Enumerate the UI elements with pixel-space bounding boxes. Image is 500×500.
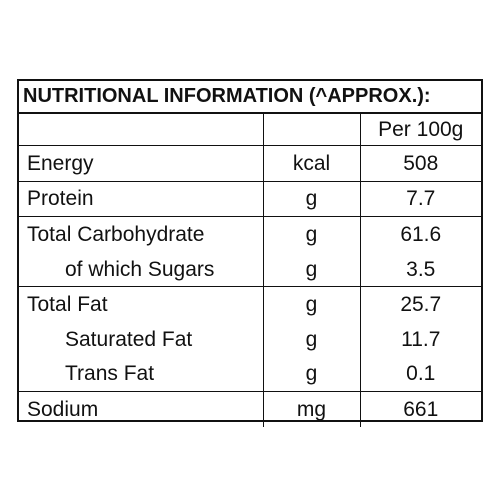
nutrient-unit: g	[263, 251, 361, 288]
nutrient-value: 25.7	[400, 293, 442, 317]
nutrient-value: 661	[403, 397, 439, 421]
table-row-saturated-fat: Saturated Fat g 11.7	[19, 321, 481, 357]
nutrient-name: of which Sugars	[19, 251, 264, 288]
nutrient-name: Saturated Fat	[19, 321, 264, 357]
table-row-total-carbohydrate: Total Carbohydrate g 61.6	[19, 216, 481, 252]
nutrient-name: Sodium	[19, 391, 264, 427]
nutrient-value: 11.7	[401, 327, 441, 351]
nutrient-unit: mg	[263, 391, 361, 427]
nutrient-name: Energy	[19, 145, 264, 182]
nutrient-unit: g	[263, 356, 361, 393]
nutrient-value: 0.1	[360, 356, 481, 393]
nutrition-table: Per 100g Energy kcal 508 Protein g 7.7 T…	[19, 114, 481, 427]
nutrition-title: NUTRITIONAL INFORMATION (^APPROX.):	[19, 81, 481, 114]
table-row-trans-fat: Trans Fat g 0.1	[19, 356, 481, 393]
nutrient-unit: g	[263, 286, 361, 322]
nutrient-name: Total Carbohydrate	[19, 216, 264, 252]
nutrient-value: 508	[360, 145, 481, 182]
nutrient-unit: kcal	[263, 145, 361, 182]
header-nutrient-cell	[19, 114, 264, 146]
nutrition-panel: NUTRITIONAL INFORMATION (^APPROX.): Per …	[17, 79, 483, 427]
header-unit-cell	[263, 114, 361, 146]
table-row-sodium: Sodium mg 661	[19, 391, 481, 427]
nutrient-name: Total Fat	[19, 286, 264, 322]
table-header-row: Per 100g	[19, 114, 481, 146]
nutrient-name: Protein	[19, 181, 264, 218]
table-row-sugars: of which Sugars g 3.5	[19, 251, 481, 288]
table-row-protein: Protein g 7.7	[19, 181, 481, 218]
nutrient-value: 3.5	[360, 251, 481, 288]
nutrient-name: Trans Fat	[19, 356, 264, 393]
table-row-energy: Energy kcal 508	[19, 145, 481, 182]
nutrient-value: 7.7	[360, 181, 481, 218]
nutrient-unit: g	[263, 216, 361, 252]
nutrient-value: 61.6	[400, 222, 442, 246]
nutrient-unit: g	[263, 321, 361, 357]
header-per-100g-cell: Per 100g	[360, 114, 481, 146]
nutrient-unit: g	[263, 181, 361, 218]
table-row-total-fat: Total Fat g 25.7	[19, 286, 481, 322]
